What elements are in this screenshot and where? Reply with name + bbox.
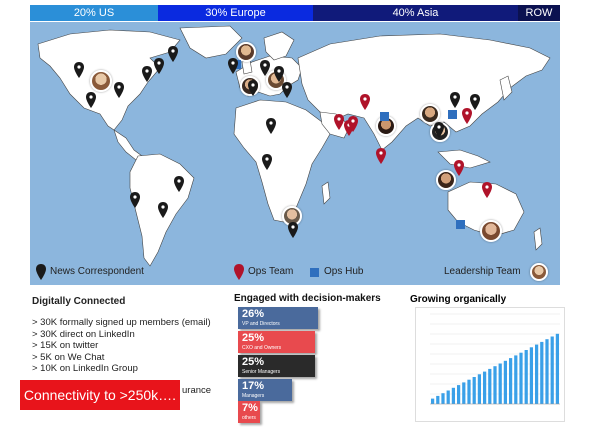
region-us: 20% US [30,5,158,21]
news-pin-icon [434,122,444,138]
region-asia: 40% Asia [313,5,518,21]
growth-bar [508,358,513,404]
news-pin-icon [260,60,270,76]
growth-bar [472,377,476,404]
engaged-panel: Engaged with decision-makers [234,293,394,308]
truncated-text: urance [182,385,212,396]
growth-bar [477,374,482,404]
news-pin-icon [142,66,152,82]
engaged-bar-managers: 17% Managers [238,379,292,401]
ops-hub-marker [456,220,465,229]
map-legend: News Correspondent Ops Team Ops Hub Lead… [30,262,560,284]
news-pin-icon [288,222,298,238]
growth-bar [498,363,502,404]
growth-bar [524,350,528,404]
news-pin-icon [248,80,258,96]
list-item: > 15K on twitter [32,340,99,351]
ops-team-avatar [436,170,456,190]
ops-pin-icon [360,94,370,110]
growth-bar [467,379,471,404]
growth-bar [519,352,523,404]
connectivity-callout: Connectivity to >250k…. [20,380,180,410]
growth-bar [446,390,450,404]
news-pin-icon [282,82,292,98]
growth-bar [503,360,508,404]
growth-bar [436,395,440,404]
list-item: > 10K on LinkedIn Group [32,363,138,374]
news-pin-icon [154,58,164,74]
list-item: > 30K direct on LinkedIn [32,328,135,340]
digital-list: > 30K formally signed up members (email)… [32,317,232,375]
news-pin-icon [114,82,124,98]
news-pin-icon [36,264,46,280]
leadership-avatar [90,70,112,92]
growth-bar [482,371,487,404]
ops-pin-icon [376,148,386,164]
continents [37,25,551,267]
growth-chart [415,307,565,422]
hub-square-icon [310,268,319,277]
engaged-bar-cxo: 25% CXO and Owners [238,331,315,353]
growth-bar [488,368,492,404]
ops-pin-icon [348,116,358,132]
region-europe: 30% Europe [158,5,313,21]
ops-pin-icon [462,108,472,124]
engaged-bar-vp: 26% VP and Directors [238,307,318,329]
list-item: > 30K formally signed up members (email) [32,317,211,328]
growth-bar [451,387,456,404]
news-pin-icon [86,92,96,108]
growth-chart-svg [430,313,560,405]
growth-bar [514,355,518,404]
growth-bar [555,333,560,404]
ops-hub-marker [380,112,389,121]
growth-bar [441,393,445,404]
news-pin-icon [262,154,272,170]
growth-bar [529,347,534,404]
region-share-bar: 20% US 30% Europe 40% Asia ROW [30,5,560,21]
digital-title: Digitally Connected [32,296,126,307]
ops-hub-marker [448,110,457,119]
list-item: > 5K on We Chat [32,351,105,363]
engaged-bar-others: 7% others [238,401,260,423]
engaged-bar-senior: 25% Senior Managers [238,355,315,377]
region-row: ROW [518,5,560,21]
news-pin-icon [470,94,480,110]
growth-bar [493,366,497,404]
ops-pin-icon [234,264,244,280]
news-pin-icon [74,62,84,78]
growth-bar [430,398,435,404]
news-pin-icon [228,58,238,74]
news-pin-icon [266,118,276,134]
news-pin-icon [130,192,140,208]
news-pin-icon [274,66,284,82]
legend-ops-team-label: Ops Team [248,266,294,277]
growth-bar [540,341,544,404]
legend-ops-hub-label: Ops Hub [324,266,364,277]
engaged-title: Engaged with decision-makers [234,293,381,304]
world-map [30,22,560,285]
legend-leadership-label: Leadership Team [444,266,521,277]
growth-bar [550,336,554,404]
ops-pin-icon [334,114,344,130]
news-pin-icon [450,92,460,108]
digital-connected-panel: Digitally Connected > 30K formally signe… [32,296,232,375]
growth-bar [456,385,461,404]
ops-pin-icon [482,182,492,198]
growth-bar [534,344,539,404]
ops-team-avatar [236,42,256,62]
growth-panel: Growing organically [410,294,560,305]
growth-title: Growing organically [410,294,507,305]
ops-pin-icon [454,160,464,176]
growth-bar [545,339,549,404]
news-pin-icon [174,176,184,192]
ops-team-avatar [480,220,502,242]
growth-bar [462,382,466,404]
leadership-avatar-icon [530,263,548,281]
ops-team-avatar [420,104,440,124]
legend-news-label: News Correspondent [50,266,144,277]
news-pin-icon [168,46,178,62]
news-pin-icon [158,202,168,218]
